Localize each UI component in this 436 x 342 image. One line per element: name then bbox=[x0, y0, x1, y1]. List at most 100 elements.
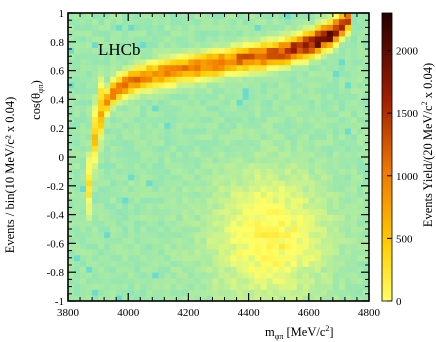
heatmap-cell bbox=[212, 295, 219, 302]
heatmap-cell bbox=[356, 272, 364, 279]
heatmap-cell bbox=[104, 70, 111, 77]
heatmap-cell bbox=[134, 13, 141, 20]
heatmap-cell bbox=[218, 231, 225, 239]
heatmap-cell bbox=[140, 59, 147, 66]
heatmap-cell bbox=[350, 116, 358, 123]
heatmap-cell bbox=[242, 105, 249, 112]
heatmap-cell bbox=[338, 110, 346, 118]
heatmap-cell bbox=[206, 93, 213, 100]
heatmap-cell bbox=[182, 162, 189, 169]
heatmap-cell bbox=[158, 116, 165, 123]
heatmap-cell bbox=[74, 157, 81, 164]
heatmap-cell bbox=[158, 249, 165, 256]
heatmap-cell bbox=[74, 76, 81, 83]
heatmap-cell bbox=[128, 13, 135, 20]
heatmap-cell bbox=[266, 157, 274, 164]
heatmap-cell bbox=[272, 220, 280, 227]
heatmap-cell bbox=[350, 145, 358, 152]
heatmap-cell bbox=[86, 41, 93, 48]
heatmap-cell bbox=[80, 260, 87, 267]
heatmap-cell bbox=[314, 272, 322, 279]
heatmap-cell bbox=[146, 59, 153, 66]
heatmap-cell bbox=[218, 243, 225, 250]
heatmap-cell bbox=[296, 191, 304, 198]
heatmap-cell bbox=[152, 260, 159, 267]
heatmap-cell bbox=[224, 272, 231, 279]
heatmap-cell bbox=[146, 133, 153, 141]
heatmap-cell bbox=[152, 283, 159, 290]
heatmap-cell bbox=[74, 151, 81, 158]
heatmap-cell bbox=[164, 36, 171, 43]
heatmap-cell bbox=[86, 203, 93, 210]
heatmap-cell bbox=[242, 122, 249, 129]
heatmap-cell bbox=[170, 226, 177, 233]
heatmap-cell bbox=[326, 145, 334, 152]
heatmap-cell bbox=[296, 249, 304, 256]
heatmap-cell bbox=[206, 99, 213, 106]
heatmap-cell bbox=[248, 168, 256, 175]
heatmap-cell bbox=[230, 145, 237, 152]
heatmap-cell bbox=[308, 82, 316, 89]
heatmap-cell bbox=[98, 64, 105, 71]
heatmap-cell bbox=[218, 110, 225, 118]
heatmap-cell bbox=[86, 99, 93, 106]
heatmap-cell bbox=[344, 133, 352, 141]
heatmap-cell bbox=[326, 185, 334, 192]
heatmap-cell bbox=[350, 203, 358, 210]
heatmap-cell bbox=[350, 64, 358, 71]
heatmap-cell bbox=[68, 13, 75, 20]
colorbar-tick-label: 2000 bbox=[396, 46, 419, 58]
heatmap-cell bbox=[146, 122, 153, 129]
heatmap-cell bbox=[248, 214, 256, 221]
heatmap-cell bbox=[278, 266, 286, 273]
heatmap-cell bbox=[356, 249, 364, 256]
heatmap-cell bbox=[212, 13, 219, 20]
heatmap-cell bbox=[170, 70, 177, 77]
heatmap-cell bbox=[338, 128, 346, 135]
heatmap-cell bbox=[224, 157, 231, 164]
heatmap-cell bbox=[272, 41, 280, 48]
heatmap-cell bbox=[122, 180, 129, 187]
heatmap-cell bbox=[128, 145, 135, 152]
heatmap-cell bbox=[212, 220, 219, 227]
heatmap-cell bbox=[296, 266, 304, 273]
heatmap-cell bbox=[308, 260, 316, 267]
heatmap-cell bbox=[302, 162, 310, 169]
heatmap-cell bbox=[218, 260, 225, 267]
heatmap-cell bbox=[68, 41, 75, 48]
heatmap-cell bbox=[122, 13, 129, 20]
heatmap-cell bbox=[170, 254, 177, 262]
heatmap-cell bbox=[308, 151, 316, 158]
heatmap-cell bbox=[314, 47, 322, 54]
heatmap-cell bbox=[296, 295, 304, 302]
heatmap-cell bbox=[110, 24, 117, 31]
heatmap-cell bbox=[146, 93, 153, 100]
heatmap-cell bbox=[356, 82, 364, 89]
heatmap-cell bbox=[194, 220, 201, 227]
heatmap-cell bbox=[296, 47, 304, 54]
heatmap-cell bbox=[170, 277, 177, 285]
heatmap-cell bbox=[248, 82, 256, 89]
heatmap-cell bbox=[248, 266, 256, 273]
heatmap-cell bbox=[260, 110, 268, 118]
heatmap-cell bbox=[236, 105, 243, 112]
heatmap-cell bbox=[314, 82, 322, 89]
heatmap-cell bbox=[356, 110, 364, 118]
heatmap-cell bbox=[254, 295, 262, 302]
heatmap-cell bbox=[338, 30, 346, 37]
heatmap-cell bbox=[242, 168, 249, 175]
heatmap-cell bbox=[296, 283, 304, 290]
heatmap-cell bbox=[206, 260, 213, 267]
heatmap-cell bbox=[206, 64, 213, 71]
heatmap-cell bbox=[74, 122, 81, 129]
heatmap-cell bbox=[170, 122, 177, 129]
heatmap-cell bbox=[326, 266, 334, 273]
heatmap-cell bbox=[278, 24, 286, 31]
heatmap-cell bbox=[206, 13, 213, 20]
heatmap-cell bbox=[320, 82, 328, 89]
heatmap-cell bbox=[176, 64, 183, 71]
heatmap-cell bbox=[260, 128, 268, 135]
heatmap-cell bbox=[266, 93, 274, 100]
heatmap-cell bbox=[218, 41, 225, 48]
heatmap-cell bbox=[170, 208, 177, 215]
